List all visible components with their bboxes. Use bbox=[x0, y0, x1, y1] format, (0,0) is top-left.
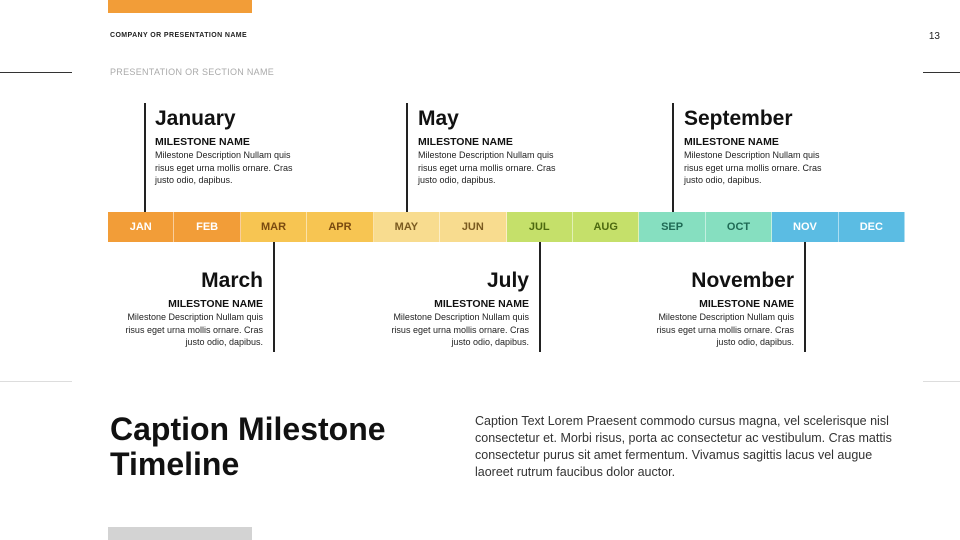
milestone-month: May bbox=[418, 107, 459, 130]
milestone-description: Milestone Description Nullam quis risus … bbox=[125, 312, 263, 347]
month-cell-mar: MAR bbox=[240, 212, 308, 242]
month-cell-jun: JUN bbox=[440, 212, 507, 242]
divider bbox=[0, 72, 72, 73]
milestone-name: MILESTONE NAME bbox=[418, 136, 513, 148]
milestone-month: January bbox=[155, 107, 236, 130]
milestone-september: September MILESTONE NAME Milestone Descr… bbox=[684, 106, 834, 187]
month-cell-may: MAY bbox=[373, 212, 441, 242]
milestone-january: January MILESTONE NAME Milestone Descrip… bbox=[155, 106, 305, 187]
milestone-line bbox=[804, 242, 806, 352]
section-name: PRESENTATION OR SECTION NAME bbox=[110, 67, 275, 77]
month-cell-dec: DEC bbox=[838, 212, 906, 242]
milestone-line bbox=[672, 103, 674, 212]
divider bbox=[923, 72, 960, 73]
divider bbox=[0, 381, 72, 382]
milestone-description: Milestone Description Nullam quis risus … bbox=[684, 150, 822, 185]
milestone-description: Milestone Description Nullam quis risus … bbox=[155, 150, 293, 185]
month-cell-apr: APR bbox=[307, 212, 374, 242]
month-cell-oct: OCT bbox=[705, 212, 773, 242]
month-cell-jan: JAN bbox=[108, 212, 175, 242]
milestone-name: MILESTONE NAME bbox=[434, 298, 529, 310]
month-cell-sep: SEP bbox=[639, 212, 706, 242]
milestone-name: MILESTONE NAME bbox=[699, 298, 794, 310]
month-cell-feb: FEB bbox=[174, 212, 241, 242]
milestone-description: Milestone Description Nullam quis risus … bbox=[391, 312, 529, 347]
month-cell-nov: NOV bbox=[772, 212, 839, 242]
month-cell-aug: AUG bbox=[572, 212, 640, 242]
milestone-line bbox=[539, 242, 541, 352]
milestone-description: Milestone Description Nullam quis risus … bbox=[656, 312, 794, 347]
caption-title: Caption Milestone Timeline bbox=[110, 411, 386, 482]
milestone-name: MILESTONE NAME bbox=[684, 136, 779, 148]
caption-text: Caption Text Lorem Praesent commodo curs… bbox=[475, 414, 892, 479]
milestone-name: MILESTONE NAME bbox=[155, 136, 250, 148]
milestone-line bbox=[144, 103, 146, 212]
divider bbox=[923, 381, 960, 382]
milestone-month: September bbox=[684, 107, 793, 130]
accent-bar bbox=[108, 0, 252, 13]
milestone-description: Milestone Description Nullam quis risus … bbox=[418, 150, 556, 185]
month-cell-jul: JUL bbox=[506, 212, 573, 242]
milestone-line bbox=[406, 103, 408, 212]
milestone-month: March bbox=[201, 269, 263, 292]
milestone-name: MILESTONE NAME bbox=[168, 298, 263, 310]
milestone-may: May MILESTONE NAME Milestone Description… bbox=[418, 106, 568, 187]
milestone-month: July bbox=[486, 269, 529, 292]
milestone-march: March MILESTONE NAME Milestone Descripti… bbox=[113, 268, 263, 349]
month-bar: JAN FEB MAR APR MAY JUN JUL AUG SEP OCT NOV DEC bbox=[108, 212, 906, 242]
milestone-november: November MILESTONE NAME Milestone Descri… bbox=[644, 268, 794, 349]
footer-bar bbox=[108, 527, 252, 540]
milestone-july: July MILESTONE NAME Milestone Descriptio… bbox=[379, 268, 529, 349]
company-name: COMPANY OR PRESENTATION NAME bbox=[110, 32, 248, 39]
milestone-month: November bbox=[691, 269, 794, 292]
page-number: 13 bbox=[928, 31, 940, 42]
milestone-line bbox=[273, 242, 275, 352]
